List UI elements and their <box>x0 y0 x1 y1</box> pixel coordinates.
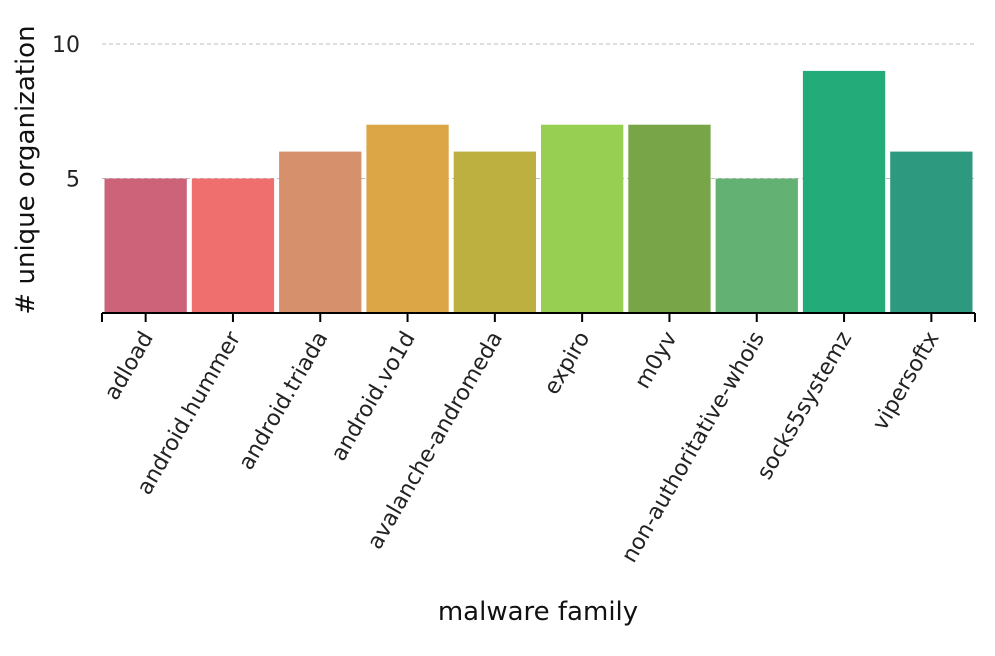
x-tick-labels: adloadandroid.hummerandroid.triadaandroi… <box>100 313 976 567</box>
bar-android.triada <box>279 151 362 313</box>
bars-layer <box>104 70 973 314</box>
bar-android.vo1d <box>366 124 449 313</box>
bar-avalanche-andromeda <box>453 151 536 313</box>
bar-socks5systemz <box>802 70 886 314</box>
x-tick-label: expiro <box>540 328 596 400</box>
bar-non-authoritative-whois <box>715 178 798 313</box>
y-tick-labels: 5 10 <box>52 33 80 193</box>
x-tick-label: socks5systemz <box>752 328 857 485</box>
y-axis-title: # unique organization <box>11 25 41 314</box>
bar-expiro <box>541 124 624 313</box>
y-tick-label: 5 <box>66 168 80 193</box>
x-tick-label: vipersoftx <box>868 328 944 435</box>
x-tick-label: m0yv <box>630 328 682 394</box>
bar-m0yv <box>628 124 711 313</box>
bar-android.hummer <box>191 178 275 313</box>
bar-vipersoftx <box>890 151 973 313</box>
grid-layer <box>102 43 975 179</box>
y-tick-label: 10 <box>52 33 80 58</box>
x-tick-label: android.triada <box>234 328 333 475</box>
bar-adload <box>104 178 187 313</box>
x-tick-label: adload <box>100 328 159 405</box>
x-axis-title: malware family <box>438 597 638 627</box>
x-tick-label: android.vo1d <box>327 328 421 466</box>
